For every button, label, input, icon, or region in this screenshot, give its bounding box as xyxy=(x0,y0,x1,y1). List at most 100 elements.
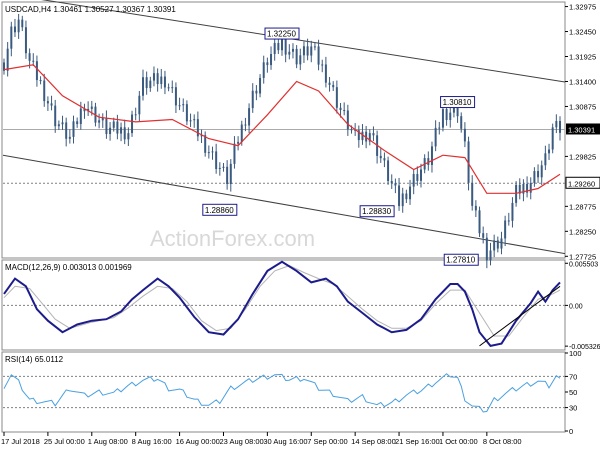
candle-body xyxy=(306,46,309,56)
candle-body xyxy=(427,158,430,165)
candle xyxy=(226,160,229,190)
candle-body xyxy=(537,171,540,178)
candle-body xyxy=(295,48,298,65)
candle xyxy=(105,110,108,139)
candle xyxy=(211,146,214,160)
candle xyxy=(507,212,510,226)
candle xyxy=(142,69,144,101)
price-tick-label: 1.32975 xyxy=(569,3,596,12)
price-title: USDCAD,H4 1.30461 1.30527 1.30367 1.3039… xyxy=(5,5,176,14)
candle-body xyxy=(109,127,112,135)
candle xyxy=(299,48,302,71)
candle-body xyxy=(456,105,459,117)
price-tick-label: 1.29260 xyxy=(568,179,595,188)
candle xyxy=(544,145,547,171)
reference-level-tag xyxy=(565,176,600,189)
candle-body xyxy=(68,136,71,139)
candle-body xyxy=(544,153,547,166)
candle-body xyxy=(518,184,521,194)
candle xyxy=(529,177,532,200)
candle-body xyxy=(167,87,170,89)
macd-layer xyxy=(3,260,565,348)
candle xyxy=(21,15,24,32)
candle-body xyxy=(379,155,382,159)
candle xyxy=(313,42,316,51)
candle-body xyxy=(218,167,221,170)
candle xyxy=(215,143,218,174)
candle-body xyxy=(387,160,390,182)
candle xyxy=(54,99,57,133)
candle-body xyxy=(551,127,554,150)
candle xyxy=(430,141,433,173)
candle-body xyxy=(405,193,408,200)
candle xyxy=(496,236,499,253)
candle-body xyxy=(72,121,75,137)
price-layer: 1.32250 1.30810 1.28860 1.28830 1.27810 xyxy=(2,0,566,269)
candle-body xyxy=(156,73,159,85)
candle-body xyxy=(134,114,137,116)
rsi-layer xyxy=(3,373,565,413)
candle xyxy=(116,114,119,140)
candle xyxy=(540,160,543,185)
candle-body xyxy=(248,108,251,126)
candle xyxy=(255,85,258,101)
candle-body xyxy=(244,124,247,126)
candle-body xyxy=(273,42,276,55)
macd-tick-label: 0.00 xyxy=(569,303,583,310)
candle xyxy=(449,107,452,128)
candle xyxy=(163,70,166,95)
candle-body xyxy=(193,119,196,121)
candle xyxy=(83,103,86,119)
candle xyxy=(229,159,232,192)
annotation-label: 1.27810 xyxy=(446,256,475,265)
candle xyxy=(123,119,126,145)
candle xyxy=(500,231,503,255)
candle xyxy=(39,76,42,85)
candle xyxy=(427,151,430,171)
macd-trendline xyxy=(479,285,561,347)
candle xyxy=(398,177,401,211)
candle xyxy=(171,80,174,94)
candle-body xyxy=(171,87,174,89)
candle xyxy=(160,68,163,89)
candle xyxy=(174,82,177,113)
candle xyxy=(317,39,320,71)
candle xyxy=(178,97,181,111)
candle xyxy=(222,162,225,172)
candle-body xyxy=(10,26,13,49)
candle-body xyxy=(79,108,82,125)
candle-body xyxy=(50,103,53,106)
candle xyxy=(441,105,444,132)
candle-body xyxy=(489,250,492,261)
candle-body xyxy=(142,77,144,96)
candle-body xyxy=(24,27,27,54)
candle-body xyxy=(288,51,291,55)
candle-body xyxy=(401,193,404,207)
candle-body xyxy=(526,183,529,193)
candle xyxy=(218,162,221,176)
candle-body xyxy=(313,46,316,48)
candle xyxy=(43,73,46,107)
candle xyxy=(493,234,496,258)
candle-body xyxy=(485,237,488,261)
candle-body xyxy=(555,120,558,128)
channel-lower xyxy=(2,154,566,255)
candle-body xyxy=(145,77,148,89)
candle-body xyxy=(441,109,444,128)
candle-body xyxy=(17,19,20,33)
macd-line xyxy=(3,260,561,348)
candle-body xyxy=(87,108,90,112)
candle xyxy=(156,68,159,92)
candle-body xyxy=(467,141,470,183)
candle-body xyxy=(215,151,218,170)
candle-body xyxy=(474,205,477,211)
candle-body xyxy=(430,146,433,165)
candle xyxy=(134,107,137,121)
candle xyxy=(537,164,540,184)
candle-body xyxy=(233,143,236,164)
candle xyxy=(328,76,331,92)
candle-body xyxy=(112,121,115,128)
candle xyxy=(17,13,20,39)
macd-tick-label: -0.005326 xyxy=(569,344,600,351)
candle xyxy=(127,127,130,147)
